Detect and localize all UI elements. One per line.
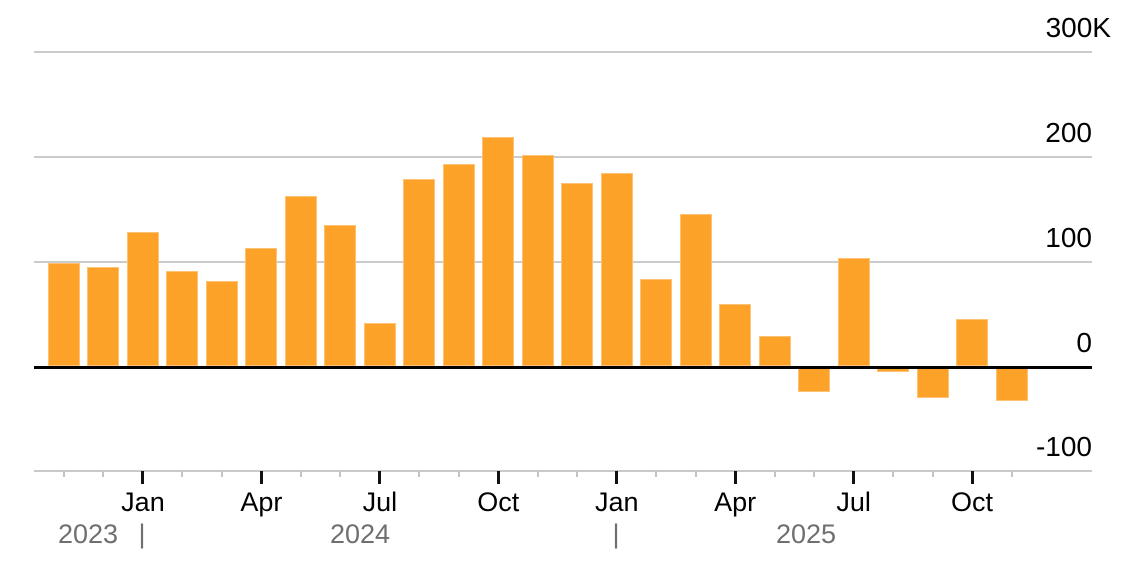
- bar-nov-2024: [521, 155, 554, 367]
- bar-nov-2023: [48, 262, 80, 367]
- bar-may-2024: [284, 195, 317, 367]
- year-separator-1: |: [138, 519, 146, 549]
- year-label-2023: 2023: [57, 519, 119, 549]
- bar-jul-2025: [837, 257, 870, 367]
- y-axis-label-100: 100: [1045, 221, 1092, 253]
- bar-jan-2025: [600, 172, 633, 367]
- bar-dec-2023: [87, 267, 120, 367]
- x-axis-tick-mar-2024: [220, 471, 223, 477]
- x-axis-tick-jun-2024: [339, 471, 342, 477]
- bar-jul-2024: [363, 322, 396, 367]
- x-axis-tick-sep-2024: [457, 471, 460, 477]
- x-axis-tick-jun-2025: [813, 471, 816, 477]
- x-axis-label-jul-2025: Jul: [836, 487, 871, 517]
- bar-feb-2025: [640, 278, 673, 367]
- bar-aug-2025: [877, 367, 910, 372]
- x-axis-label-apr-2024: Apr: [240, 487, 283, 517]
- x-axis-label-apr-2025: Apr: [714, 487, 757, 517]
- bar-sep-2024: [442, 164, 475, 367]
- bar-apr-2024: [245, 248, 278, 367]
- year-label-2025: 2025: [775, 519, 837, 549]
- x-axis-tick-oct-2025: [970, 471, 974, 484]
- x-axis-tick-jan-2024: [141, 471, 145, 484]
- x-axis-label-jul-2024: Jul: [362, 487, 398, 517]
- bar-jan-2024: [126, 232, 159, 367]
- x-axis-tick-mar-2025: [694, 471, 697, 477]
- bar-dec-2024: [561, 183, 594, 367]
- bar-aug-2024: [403, 179, 436, 367]
- x-axis-tick-may-2024: [299, 471, 302, 477]
- x-axis-tick-dec-2023: [102, 471, 105, 477]
- x-axis-tick-nov-2023: [63, 471, 65, 477]
- year-label-2024: 2024: [329, 519, 391, 549]
- x-axis-tick-feb-2025: [655, 471, 658, 477]
- bar-sep-2025: [916, 367, 949, 398]
- x-axis-tick-sep-2025: [931, 471, 934, 477]
- bar-oct-2025: [956, 319, 989, 367]
- y-axis-label-0: 0: [1076, 326, 1092, 358]
- x-axis-tick-oct-2024: [496, 471, 500, 484]
- x-axis-tick-nov-2024: [536, 471, 539, 477]
- x-axis-tick-apr-2025: [733, 471, 737, 484]
- x-axis-tick-jul-2025: [852, 471, 856, 484]
- x-axis-tick-aug-2024: [418, 471, 421, 477]
- x-axis-tick-nov-2025: [1010, 471, 1013, 477]
- gridline-300: [34, 51, 1092, 54]
- x-axis-label-jan-2024: Jan: [121, 487, 165, 517]
- x-axis-tick-feb-2024: [181, 471, 184, 477]
- gridline-200: [34, 156, 1092, 159]
- x-axis-tick-jan-2025: [615, 471, 619, 484]
- bar-mar-2024: [205, 280, 238, 367]
- x-axis-line: [34, 470, 1092, 473]
- y-axis-label-200: 200: [1045, 117, 1092, 149]
- bar-apr-2025: [719, 303, 752, 367]
- x-axis-label-oct-2024: Oct: [477, 487, 520, 517]
- x-axis-tick-may-2025: [773, 471, 776, 477]
- y-axis-label--100: -100: [1035, 431, 1092, 463]
- bar-feb-2024: [166, 271, 199, 367]
- bar-jun-2025: [798, 367, 831, 392]
- x-axis-tick-apr-2024: [259, 471, 263, 484]
- bar-jun-2024: [324, 225, 357, 367]
- x-axis-tick-dec-2024: [576, 471, 579, 477]
- zero-axis-line: [34, 365, 1092, 369]
- bar-oct-2024: [482, 137, 515, 367]
- x-axis-tick-aug-2025: [892, 471, 895, 477]
- y-axis-label-300: 300K: [1045, 12, 1111, 44]
- bar-may-2025: [758, 336, 791, 367]
- year-separator-3: |: [612, 519, 620, 549]
- x-axis-label-jan-2025: Jan: [594, 487, 639, 517]
- x-axis-label-oct-2025: Oct: [951, 487, 994, 517]
- bar-nov-2025: [995, 367, 1028, 401]
- bar-mar-2025: [679, 213, 712, 367]
- x-axis-tick-jul-2024: [378, 471, 382, 484]
